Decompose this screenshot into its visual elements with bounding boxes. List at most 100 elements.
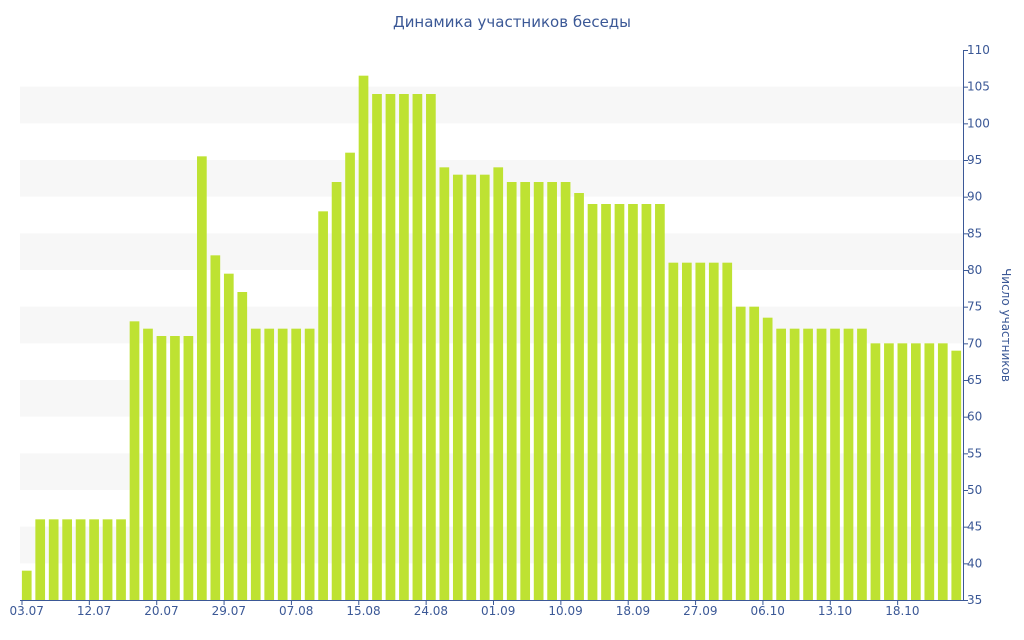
bar — [223, 273, 234, 600]
bar — [749, 306, 760, 600]
bar — [439, 167, 450, 600]
grid-band — [20, 233, 963, 270]
bars-group — [21, 75, 962, 601]
x-tick-label: 27.09 — [683, 604, 717, 618]
bar — [21, 570, 32, 600]
y-tick-label: 105 — [967, 80, 990, 94]
x-tick-label: 18.09 — [616, 604, 650, 618]
bar — [641, 204, 652, 600]
y-tick-label: 45 — [967, 520, 982, 534]
bar — [291, 328, 302, 600]
x-tick-label: 01.09 — [481, 604, 515, 618]
y-tick-label: 90 — [967, 190, 982, 204]
bar — [48, 519, 59, 600]
bar — [304, 328, 315, 600]
y-tick-label: 85 — [967, 226, 982, 240]
bar — [250, 328, 261, 600]
bar — [722, 262, 733, 600]
bar — [331, 182, 342, 600]
x-tick-label: 13.10 — [818, 604, 852, 618]
y-tick-label: 70 — [967, 336, 982, 350]
bar — [681, 262, 692, 600]
x-tick-label: 15.08 — [346, 604, 380, 618]
y-tick-label: 40 — [967, 556, 982, 570]
y-axis-title: Число участников — [999, 268, 1013, 382]
bar — [506, 182, 517, 600]
bar — [924, 343, 935, 600]
bar — [884, 343, 894, 600]
bar — [560, 182, 571, 600]
bar — [911, 343, 921, 600]
bar — [520, 182, 531, 600]
x-tick-label: 24.08 — [414, 604, 448, 618]
bar — [803, 328, 813, 600]
bar — [735, 306, 746, 600]
bar — [197, 156, 207, 600]
bar — [897, 343, 908, 600]
grid-band — [20, 160, 963, 197]
bar — [614, 204, 625, 600]
y-tick-label: 75 — [967, 300, 982, 314]
bar — [493, 167, 504, 600]
bar — [102, 519, 113, 600]
bar — [62, 519, 72, 600]
bar — [479, 174, 490, 601]
bar — [183, 336, 194, 600]
y-tick-label: 110 — [967, 43, 990, 57]
bar — [277, 328, 288, 600]
bar — [776, 328, 786, 600]
y-tick-label: 60 — [967, 410, 982, 424]
bar — [399, 94, 409, 600]
bar — [170, 336, 180, 600]
bar — [601, 204, 611, 600]
y-tick-label: 50 — [967, 483, 982, 497]
bar — [816, 328, 827, 600]
bar — [264, 328, 275, 600]
y-tick-label: 80 — [967, 263, 982, 277]
bar — [937, 343, 948, 600]
bar — [533, 182, 544, 600]
x-tick-label: 07.08 — [279, 604, 313, 618]
y-tick-label: 65 — [967, 373, 982, 387]
bar — [547, 182, 557, 600]
bar — [466, 174, 477, 601]
bar — [628, 204, 638, 600]
chart-title: Динамика участников беседы — [392, 13, 632, 31]
y-tick-label: 35 — [967, 593, 982, 607]
x-ticks-group: 03.07 12.07 20.07 29.07 07.08 15.08 24.08 01.09… — [10, 600, 920, 618]
bar — [372, 94, 382, 600]
y-ticks-group: 35 40 45 50 55 60 65 70 75 80 85 90 95 100 105 110 — [963, 43, 990, 607]
bar — [830, 328, 840, 600]
bar — [89, 519, 99, 600]
bar — [587, 204, 598, 600]
bar — [237, 292, 248, 600]
bar — [452, 174, 463, 601]
bar — [412, 94, 423, 600]
x-tick-label: 18.10 — [885, 604, 919, 618]
bar — [116, 519, 126, 600]
y-tick-label: 100 — [967, 116, 990, 130]
bar — [318, 211, 328, 600]
bar — [156, 336, 167, 600]
x-tick-label: 12.07 — [77, 604, 111, 618]
x-tick-label: 03.07 — [10, 604, 44, 618]
bar — [385, 94, 396, 600]
x-tick-label: 06.10 — [750, 604, 784, 618]
bar — [143, 328, 153, 600]
bar — [35, 519, 46, 600]
x-tick-label: 10.09 — [548, 604, 582, 618]
bar — [857, 328, 867, 600]
bar — [843, 328, 854, 600]
bar — [75, 519, 86, 600]
bar — [358, 75, 369, 601]
y-tick-label: 95 — [967, 153, 982, 167]
bar — [668, 262, 679, 600]
bar — [210, 255, 221, 600]
bar — [574, 193, 584, 600]
bar — [789, 328, 800, 600]
bar — [129, 321, 140, 600]
bar — [762, 317, 773, 600]
bar — [708, 262, 719, 600]
